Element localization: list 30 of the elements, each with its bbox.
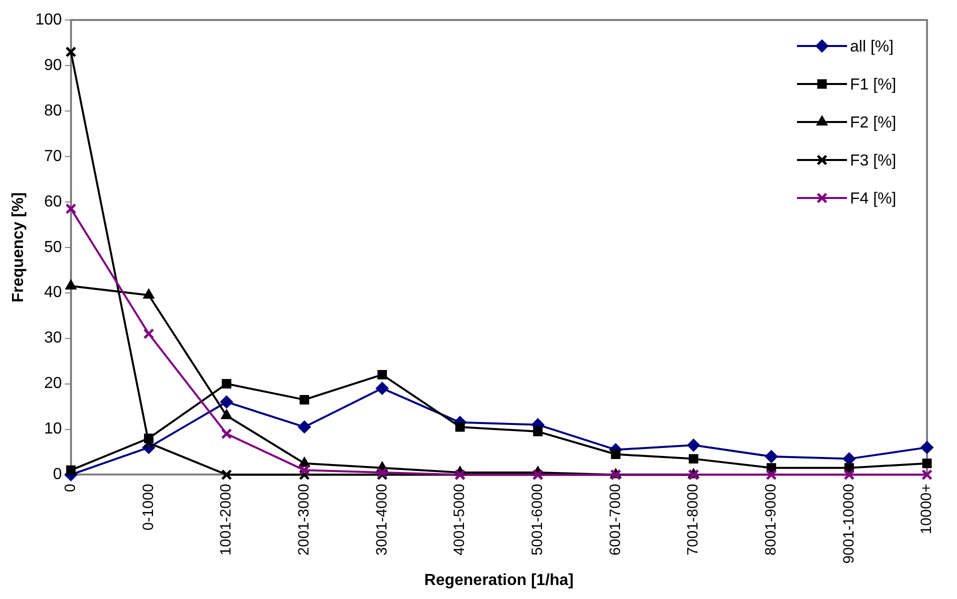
x-axis-title: Regeneration [1/ha] xyxy=(424,572,574,589)
y-tick-label: 50 xyxy=(44,238,62,256)
y-tick-label: 70 xyxy=(44,148,62,165)
y-tick-label: 40 xyxy=(44,284,62,302)
y-tick-label: 0 xyxy=(52,466,62,484)
x-tick-label: 4001-5000 xyxy=(451,484,468,556)
y-tick-label: 30 xyxy=(44,330,62,347)
y-tick-label: 10 xyxy=(44,420,62,438)
y-tick-label: 90 xyxy=(44,56,62,74)
x-tick-label: 9001-10000 xyxy=(840,484,858,564)
legend-label: F3 [%] xyxy=(850,152,896,170)
x-tick-label: 6001-7000 xyxy=(606,484,624,556)
y-tick-label: 60 xyxy=(44,193,62,210)
x-tick-label: 10000+ xyxy=(918,483,936,534)
legend-label: all [%] xyxy=(850,38,894,56)
legend-label: F4 [%] xyxy=(850,190,896,208)
x-tick-label: 0 xyxy=(62,484,80,492)
x-tick-label: 0-1000 xyxy=(140,484,157,530)
x-tick-label: 2001-3000 xyxy=(296,484,313,556)
y-axis-title: Frequency [%] xyxy=(10,192,28,302)
legend-label: F1 [%] xyxy=(850,76,896,94)
y-tick-label: 80 xyxy=(44,102,62,120)
x-tick-label: 7001-8000 xyxy=(684,484,702,556)
x-tick-label: 3001-4000 xyxy=(373,484,390,556)
y-tick-label: 100 xyxy=(35,11,62,28)
x-tick-label: 8001-9000 xyxy=(762,484,780,556)
x-tick-label: 1001-2000 xyxy=(218,484,235,556)
y-tick-label: 20 xyxy=(44,375,62,392)
legend-label: F2 [%] xyxy=(850,114,896,132)
x-tick-label: 5001-6000 xyxy=(529,484,546,556)
